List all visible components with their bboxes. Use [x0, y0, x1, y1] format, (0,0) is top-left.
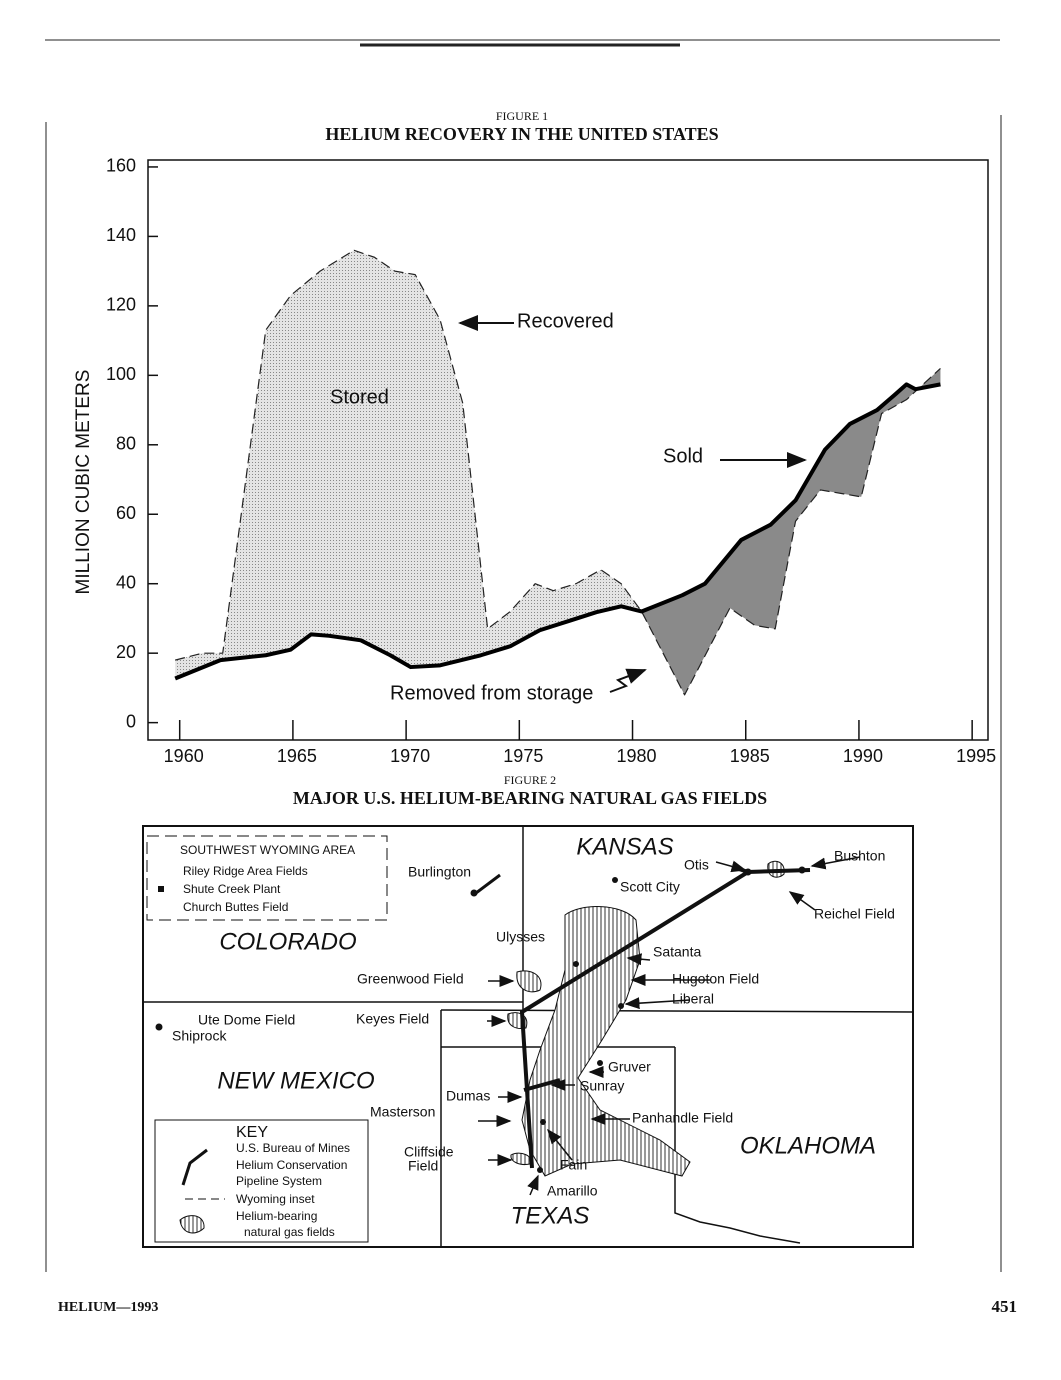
key-text: Helium Conservation: [236, 1158, 347, 1172]
place-label: Amarillo: [547, 1183, 598, 1199]
place-label: Cliffside: [404, 1144, 454, 1160]
inset-title: SOUTHWEST WYOMING AREA: [180, 843, 355, 857]
place-label: Satanta: [653, 944, 701, 960]
place-label: Ulysses: [496, 929, 545, 945]
state-label: NEW MEXICO: [217, 1067, 374, 1094]
place-label: Otis: [684, 857, 709, 873]
page-rules: [45, 39, 1002, 1272]
y-tick-label: 80: [116, 434, 136, 454]
y-axis-label: MILLION CUBIC METERS: [73, 370, 94, 595]
x-tick-label: 1960: [164, 746, 204, 766]
series-line: [174, 382, 941, 681]
y-tick-label: 60: [116, 503, 136, 523]
key-text: U.S. Bureau of Mines: [236, 1141, 350, 1155]
key-text: Pipeline System: [236, 1174, 322, 1188]
y-tick-label: 0: [126, 711, 136, 731]
place-label: Burlington: [408, 864, 471, 880]
inset-item: Shute Creek Plant: [183, 882, 281, 896]
state-label: COLORADO: [219, 928, 356, 955]
figure-label: FIGURE 1: [496, 109, 548, 123]
place-label: Sunray: [580, 1078, 624, 1094]
x-tick-label: 1985: [730, 746, 770, 766]
place-label: Shiprock: [172, 1028, 227, 1044]
x-tick-label: 1980: [617, 746, 657, 766]
place-label: Ute Dome Field: [198, 1012, 295, 1028]
place-label: Keyes Field: [356, 1011, 429, 1027]
y-tick-label: 20: [116, 642, 136, 662]
annotation: Removed from storage: [390, 682, 593, 704]
figure-title: MAJOR U.S. HELIUM-BEARING NATURAL GAS FI…: [293, 788, 767, 808]
place-label: Dumas: [446, 1088, 490, 1104]
place-label: Panhandle Field: [632, 1110, 733, 1126]
place-label: Greenwood Field: [357, 971, 464, 987]
key-text: Wyoming inset: [236, 1192, 315, 1206]
removed-area: [641, 368, 941, 695]
place-label: Bushton: [834, 848, 885, 864]
place-label: Liberal: [672, 991, 714, 1007]
place-label: Field: [408, 1158, 438, 1174]
key-text: natural gas fields: [244, 1225, 335, 1239]
key-text: Helium-bearing: [236, 1209, 317, 1223]
series-label: Sold: [663, 445, 703, 467]
y-tick-label: 160: [106, 156, 136, 176]
y-tick-label: 40: [116, 572, 136, 592]
place-label: Gruver: [608, 1059, 651, 1075]
figure-label: FIGURE 2: [504, 773, 556, 787]
plot-frame: [147, 159, 989, 741]
inset-item: Riley Ridge Area Fields: [183, 864, 308, 878]
y-tick-label: 140: [106, 225, 136, 245]
map: [142, 825, 914, 1248]
state-label: TEXAS: [511, 1202, 590, 1229]
key-title: KEY: [236, 1124, 268, 1141]
annotation: Stored: [330, 386, 389, 408]
place-label: Hugoton Field: [672, 971, 759, 987]
place-label: Reichel Field: [814, 906, 895, 922]
place-label: Scott City: [620, 879, 680, 895]
x-tick-label: 1990: [843, 746, 883, 766]
arrow: [609, 668, 647, 693]
place-label: Masterson: [370, 1104, 435, 1120]
x-tick-label: 1965: [277, 746, 317, 766]
x-tick-label: 1995: [956, 746, 996, 766]
stored-area: [175, 250, 642, 679]
map-labels: SOUTHWEST WYOMING AREA Riley Ridge Area …: [172, 833, 895, 1239]
state-label: OKLAHOMA: [740, 1132, 876, 1159]
inset-item: Church Buttes Field: [183, 900, 288, 914]
place-label: Fain: [560, 1157, 587, 1173]
chart: 0 20 40 60 80 100 120 140 160 1960 1965 1970 1975 198…: [106, 156, 996, 766]
figure-title: HELIUM RECOVERY IN THE UNITED STATES: [325, 124, 718, 144]
x-tick-label: 1970: [390, 746, 430, 766]
y-tick-label: 120: [106, 295, 136, 315]
x-tick-label: 1975: [503, 746, 543, 766]
state-label: KANSAS: [576, 833, 673, 860]
page-number: 451: [992, 1297, 1018, 1316]
footer-left: HELIUM—1993: [58, 1300, 158, 1315]
series-label: Recovered: [517, 310, 614, 332]
y-tick-label: 100: [106, 364, 136, 384]
